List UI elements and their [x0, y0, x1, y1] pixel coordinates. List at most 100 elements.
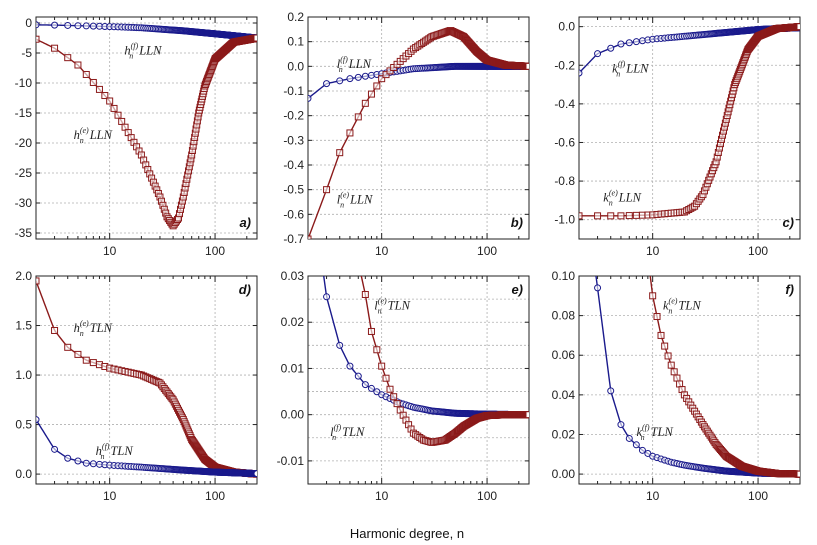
y-tick-label: 0.06	[552, 348, 576, 362]
data-point	[64, 54, 72, 62]
data-point	[525, 411, 529, 419]
data-point	[355, 259, 361, 265]
data-point	[36, 416, 40, 424]
panel-label: f)	[785, 282, 794, 297]
data-point	[101, 92, 109, 100]
data-point	[617, 40, 625, 48]
axes-frame	[35, 275, 258, 485]
series-red	[36, 34, 257, 230]
y-tick-label: 1.0	[15, 368, 32, 382]
panel-d: 2.0 1.5 1.0 0.5 0.0 10 100 h(e) n TLN h(f) n TLN d)	[15, 269, 258, 503]
y-tick-label: 0.04	[552, 388, 576, 402]
data-point	[114, 111, 122, 119]
data-point	[373, 346, 381, 354]
data-point	[95, 85, 103, 93]
series-annotation: l(e) n TLN	[374, 296, 410, 315]
series-line	[36, 37, 257, 227]
y-tick-label: -25	[15, 166, 33, 180]
data-point	[89, 78, 97, 86]
axes-frame	[307, 275, 530, 485]
data-point	[82, 70, 90, 78]
y-tick-label: -0.01	[277, 454, 305, 468]
data-point	[378, 362, 386, 370]
y-tick-label: -0.4	[283, 158, 304, 172]
data-point	[796, 470, 800, 478]
data-point	[51, 445, 59, 453]
series-annotation: k(e) n TLN	[663, 296, 701, 315]
series-annotation: k(e) n LLN	[603, 188, 641, 207]
data-point	[625, 434, 633, 442]
y-tick-label: 2.0	[15, 269, 32, 283]
series-line	[595, 276, 800, 475]
axes-frame	[35, 16, 258, 240]
data-point	[617, 212, 625, 220]
y-tick-label: 0.10	[552, 269, 576, 283]
y-tick-label: -30	[15, 196, 33, 210]
x-tick-label: 100	[205, 244, 225, 258]
data-point	[361, 290, 369, 298]
data-point	[653, 313, 661, 321]
y-tick-label: 0.5	[15, 418, 32, 432]
y-tick-label: 0.01	[281, 361, 305, 375]
data-point	[664, 352, 672, 360]
series-red	[579, 23, 800, 220]
data-point	[607, 212, 615, 220]
x-axis-title: Harmonic degree, n	[350, 526, 464, 541]
x-tick-label: 100	[477, 244, 497, 258]
data-point	[382, 374, 390, 382]
data-point	[51, 21, 59, 29]
data-point	[367, 90, 375, 98]
data-point	[386, 385, 394, 393]
panel-f: 0.10 0.08 0.06 0.04 0.02 0.00 10 100 k(e) n TLN k(f…	[552, 269, 801, 503]
series-annotation: h(e) n LLN	[74, 126, 113, 145]
data-point	[617, 421, 625, 429]
data-point	[323, 80, 331, 88]
data-point	[51, 326, 59, 334]
data-point	[323, 186, 331, 194]
data-point	[673, 374, 681, 382]
panel-label: b)	[511, 215, 523, 230]
data-point	[361, 381, 369, 389]
data-point	[393, 400, 401, 408]
panel-a: 0 -5 -10 -15 -20 -25 -30 -35 10 100 h(f) n LLN h(e) n L…	[15, 16, 258, 258]
data-point	[625, 212, 633, 220]
data-point	[89, 359, 97, 367]
data-point	[667, 361, 675, 369]
y-tick-label: 0.0	[558, 20, 575, 34]
data-point	[367, 327, 375, 335]
y-tick-label: -20	[15, 136, 33, 150]
y-tick-label: 0.00	[281, 408, 305, 422]
data-point	[346, 75, 354, 83]
data-point	[579, 69, 583, 77]
data-point	[361, 72, 369, 80]
series-annotation: l(e) n LLN	[337, 190, 373, 209]
data-point	[89, 22, 97, 30]
data-point	[323, 293, 331, 301]
data-point	[373, 388, 381, 396]
y-tick-label: -1.0	[554, 213, 575, 227]
data-point	[594, 284, 602, 292]
data-point	[594, 50, 602, 58]
data-point	[354, 372, 362, 380]
y-tick-label: 0.00	[552, 467, 576, 481]
y-tick-label: -0.4	[554, 97, 575, 111]
panel-label: e)	[511, 282, 523, 297]
data-point	[657, 331, 665, 339]
y-tick-label: 0.1	[287, 35, 304, 49]
data-point	[308, 235, 312, 239]
x-tick-label: 10	[646, 489, 660, 503]
data-point	[649, 292, 657, 300]
series-red	[36, 277, 257, 478]
data-point	[632, 441, 640, 449]
axes-frame	[578, 275, 801, 485]
data-point	[638, 446, 646, 454]
data-point	[82, 22, 90, 30]
x-tick-label: 10	[375, 489, 389, 503]
data-point	[74, 61, 82, 69]
y-tick-label: -10	[15, 76, 33, 90]
y-tick-label: -0.3	[283, 133, 304, 147]
x-tick-label: 10	[646, 244, 660, 258]
data-point	[354, 113, 362, 121]
data-point	[373, 82, 381, 90]
axes-frame	[307, 16, 530, 240]
